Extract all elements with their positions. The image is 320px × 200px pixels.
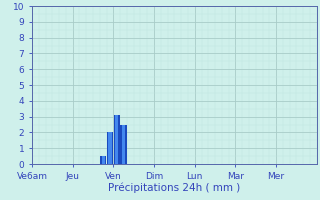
Bar	[122, 124, 125, 164]
Bar	[100, 156, 106, 164]
Bar	[120, 124, 127, 164]
X-axis label: Précipitations 24h ( mm ): Précipitations 24h ( mm )	[108, 182, 241, 193]
Bar	[102, 156, 105, 164]
Bar	[114, 115, 120, 164]
Bar	[107, 132, 113, 164]
Bar	[108, 132, 112, 164]
Bar	[115, 115, 118, 164]
